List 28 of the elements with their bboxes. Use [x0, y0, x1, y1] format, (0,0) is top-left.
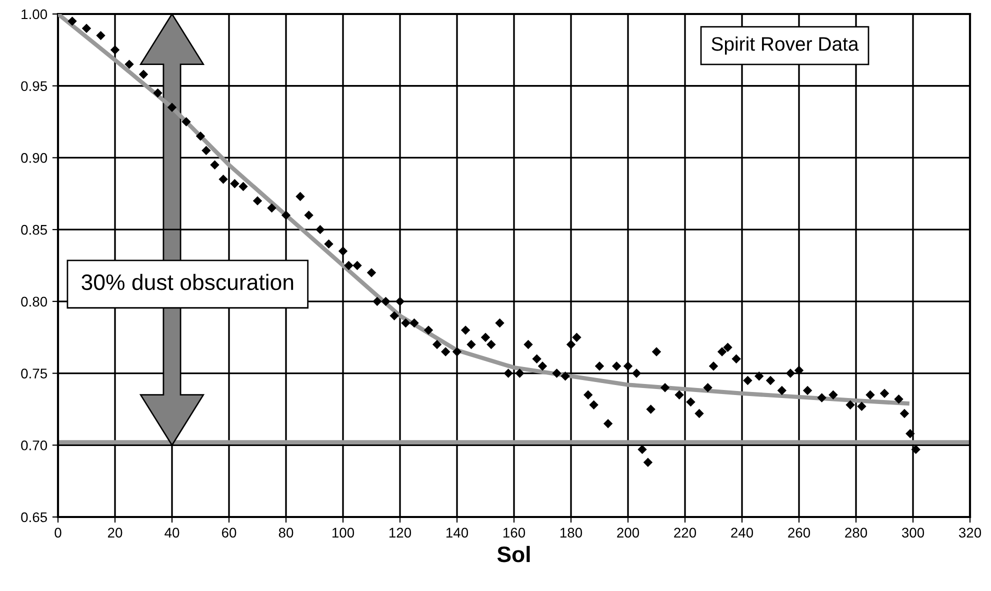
y-tick-label: 0.85	[21, 224, 48, 235]
annotation: 30% dust obscuration	[82, 274, 294, 290]
annotation: Spirit Rover Data	[712, 36, 859, 55]
y-tick-label: 0.80	[21, 296, 48, 307]
x-tick-label: 300	[902, 528, 924, 538]
x-tick-label: 40	[164, 528, 180, 538]
y-tick-label: 0.90	[21, 153, 48, 163]
y-tick-label: 0.75	[21, 368, 48, 378]
y-tick-label: 1.00	[22, 9, 48, 20]
x-tick-label: 100	[332, 528, 354, 538]
x-tick-label: 220	[674, 528, 696, 538]
x-tick-label: 160	[503, 528, 526, 538]
x-tick-label: 200	[617, 528, 640, 538]
x-tick-label: 20	[108, 528, 122, 538]
x-tick-label: 140	[446, 528, 468, 538]
x-axis-title: Sol	[497, 546, 530, 562]
x-tick-label: 280	[845, 528, 868, 538]
x-tick-label: 0	[54, 528, 62, 538]
x-tick-label: 80	[278, 528, 294, 538]
y-tick-label: 0.95	[21, 81, 48, 92]
x-tick-label: 180	[560, 528, 582, 538]
x-tick-label: 260	[788, 528, 810, 538]
x-tick-label: 60	[222, 528, 236, 538]
x-tick-label: 240	[731, 528, 754, 538]
x-tick-label: 120	[389, 528, 412, 538]
y-tick-label: 0.65	[21, 512, 48, 522]
x-tick-label: 320	[958, 528, 982, 538]
y-tick-label: 0.70	[21, 440, 48, 450]
